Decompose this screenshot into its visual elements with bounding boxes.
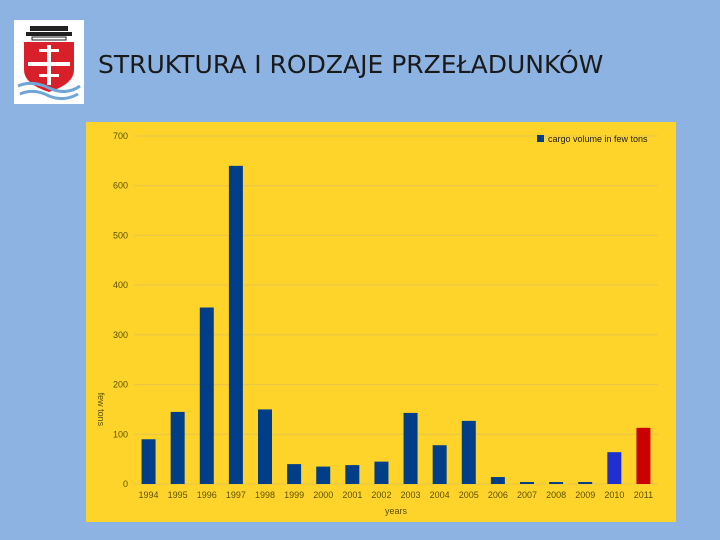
y-tick-label: 600 [113, 181, 128, 191]
x-tick-label: 2005 [459, 490, 479, 500]
x-tick-label: 1996 [197, 490, 217, 500]
x-axis-ticks: 1994 1995 1996 1997 1998 1999 2000 2001 2002 2003… [139, 490, 654, 500]
x-tick-label: 1995 [168, 490, 188, 500]
x-tick-label: 1999 [284, 490, 304, 500]
x-tick-label: 2008 [546, 490, 566, 500]
x-tick-label: 2006 [488, 490, 508, 500]
x-tick-label: 2002 [371, 490, 391, 500]
bar-2009 [578, 482, 593, 484]
y-tick-label: 700 [113, 131, 128, 141]
x-tick-label: 2010 [604, 490, 624, 500]
bar-2002 [374, 461, 389, 484]
city-crest-ship-icon [17, 26, 81, 101]
x-tick-label: 1998 [255, 490, 275, 500]
bar-2005 [461, 420, 476, 484]
y-tick-label: 0 [123, 479, 128, 489]
x-tick-label: 1997 [226, 490, 246, 500]
bar-2003 [403, 412, 418, 484]
bar-2004 [432, 445, 447, 484]
slide-title: STRUKTURA I RODZAJE PRZEŁADUNKÓW [98, 50, 604, 79]
x-tick-label: 2003 [401, 490, 421, 500]
x-tick-label: 2001 [342, 490, 362, 500]
y-tick-label: 200 [113, 380, 128, 390]
bar-1995 [170, 411, 185, 484]
y-axis-ticks: 0 100 200 300 400 500 600 700 [113, 131, 128, 489]
bar-1997 [228, 165, 243, 485]
chart-grid [134, 135, 658, 485]
bar-2008 [549, 482, 564, 484]
y-tick-label: 400 [113, 280, 128, 290]
bar-1994 [141, 439, 156, 484]
bar-1999 [287, 464, 302, 484]
cargo-chart: 0 100 200 300 400 500 600 700 1994 1995 1996 1997 1… [86, 122, 676, 522]
x-tick-label: 2007 [517, 490, 537, 500]
x-tick-label: 1994 [139, 490, 159, 500]
x-tick-label: 2004 [430, 490, 450, 500]
bar-2000 [316, 466, 331, 484]
x-tick-label: 2011 [634, 490, 653, 500]
bar-2001 [345, 465, 360, 484]
x-axis-label: years [385, 506, 408, 516]
legend-label: cargo volume in few tons [548, 134, 648, 144]
bar-2010 [607, 452, 622, 484]
bar-1998 [258, 409, 272, 484]
y-tick-label: 300 [113, 330, 128, 340]
bar-2011 [636, 427, 651, 484]
city-crest-logo [14, 20, 84, 104]
y-tick-label: 500 [113, 230, 128, 240]
chart-legend: cargo volume in few tons [537, 134, 648, 144]
legend-swatch [537, 135, 544, 142]
bar-1996 [199, 307, 214, 484]
x-tick-label: 2009 [575, 490, 595, 500]
bar-2007 [520, 482, 534, 484]
y-tick-label: 100 [113, 429, 128, 439]
chart-bars [141, 165, 651, 485]
y-axis-label: few tons [96, 393, 106, 427]
x-tick-label: 2000 [313, 490, 333, 500]
bar-2006 [490, 477, 505, 484]
